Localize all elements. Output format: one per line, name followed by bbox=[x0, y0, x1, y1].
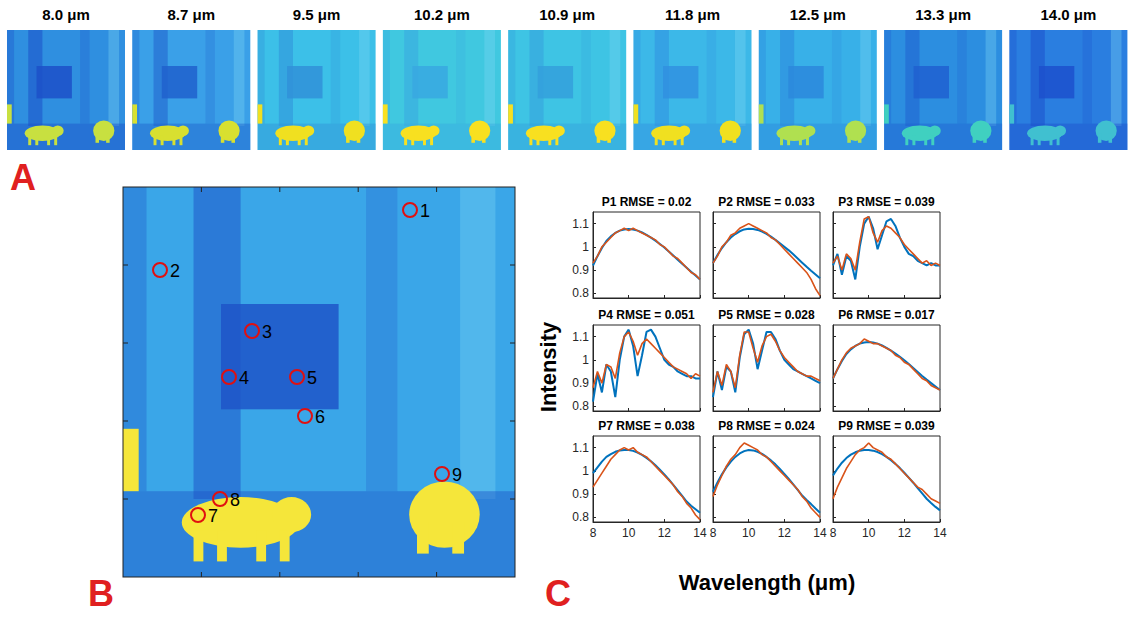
svg-text:8.7 μm: 8.7 μm bbox=[168, 6, 216, 23]
svg-text:8: 8 bbox=[230, 490, 240, 510]
svg-text:7: 7 bbox=[208, 506, 218, 526]
svg-text:P2 RMSE = 0.033: P2 RMSE = 0.033 bbox=[718, 195, 815, 209]
svg-text:0.8: 0.8 bbox=[572, 510, 589, 524]
svg-text:Intensity: Intensity bbox=[536, 321, 561, 412]
svg-text:P7 RMSE = 0.038: P7 RMSE = 0.038 bbox=[598, 419, 695, 433]
svg-text:9: 9 bbox=[452, 465, 462, 485]
svg-text:1: 1 bbox=[582, 240, 589, 254]
svg-text:1: 1 bbox=[582, 464, 589, 478]
svg-text:10.2 μm: 10.2 μm bbox=[414, 6, 470, 23]
svg-text:1.1: 1.1 bbox=[572, 441, 589, 455]
svg-text:14: 14 bbox=[813, 526, 827, 540]
svg-text:10: 10 bbox=[742, 526, 756, 540]
svg-text:5: 5 bbox=[307, 368, 317, 388]
svg-text:P3 RMSE = 0.039: P3 RMSE = 0.039 bbox=[838, 195, 935, 209]
svg-text:6: 6 bbox=[315, 407, 325, 427]
svg-text:1: 1 bbox=[420, 201, 430, 221]
svg-text:12.5 μm: 12.5 μm bbox=[790, 6, 846, 23]
svg-text:1.1: 1.1 bbox=[572, 330, 589, 344]
svg-text:A: A bbox=[10, 157, 36, 198]
svg-text:0.9: 0.9 bbox=[572, 487, 589, 501]
svg-text:0.9: 0.9 bbox=[572, 376, 589, 390]
svg-text:4: 4 bbox=[239, 368, 249, 388]
svg-text:3: 3 bbox=[262, 322, 272, 342]
svg-text:P9 RMSE = 0.039: P9 RMSE = 0.039 bbox=[838, 419, 935, 433]
svg-text:1: 1 bbox=[582, 353, 589, 367]
svg-text:0.9: 0.9 bbox=[572, 263, 589, 277]
svg-text:12: 12 bbox=[898, 526, 912, 540]
svg-text:11.8 μm: 11.8 μm bbox=[665, 6, 720, 23]
svg-text:8: 8 bbox=[590, 526, 597, 540]
svg-text:8: 8 bbox=[710, 526, 717, 540]
svg-text:14: 14 bbox=[693, 526, 707, 540]
svg-text:10: 10 bbox=[622, 526, 636, 540]
svg-text:P4 RMSE = 0.051: P4 RMSE = 0.051 bbox=[598, 308, 695, 322]
svg-text:0.8: 0.8 bbox=[572, 286, 589, 300]
svg-text:12: 12 bbox=[658, 526, 672, 540]
svg-text:9.5 μm: 9.5 μm bbox=[293, 6, 341, 23]
svg-text:10: 10 bbox=[862, 526, 876, 540]
svg-text:Wavelength (μm): Wavelength (μm) bbox=[679, 570, 855, 595]
svg-text:P6 RMSE = 0.017: P6 RMSE = 0.017 bbox=[838, 308, 935, 322]
svg-text:2: 2 bbox=[170, 261, 180, 281]
svg-text:1.1: 1.1 bbox=[572, 217, 589, 231]
svg-text:14: 14 bbox=[933, 526, 947, 540]
svg-text:0.8: 0.8 bbox=[572, 399, 589, 413]
svg-text:P1 RMSE = 0.02: P1 RMSE = 0.02 bbox=[602, 195, 692, 209]
svg-text:C: C bbox=[545, 573, 571, 614]
svg-text:P8 RMSE = 0.024: P8 RMSE = 0.024 bbox=[718, 419, 815, 433]
svg-text:10.9 μm: 10.9 μm bbox=[539, 6, 595, 23]
svg-text:13.3 μm: 13.3 μm bbox=[915, 6, 971, 23]
svg-text:P5 RMSE = 0.028: P5 RMSE = 0.028 bbox=[718, 308, 815, 322]
svg-text:8.0 μm: 8.0 μm bbox=[42, 6, 90, 23]
svg-text:12: 12 bbox=[778, 526, 792, 540]
svg-text:8: 8 bbox=[830, 526, 837, 540]
svg-text:14.0 μm: 14.0 μm bbox=[1040, 6, 1096, 23]
svg-text:B: B bbox=[88, 573, 114, 614]
